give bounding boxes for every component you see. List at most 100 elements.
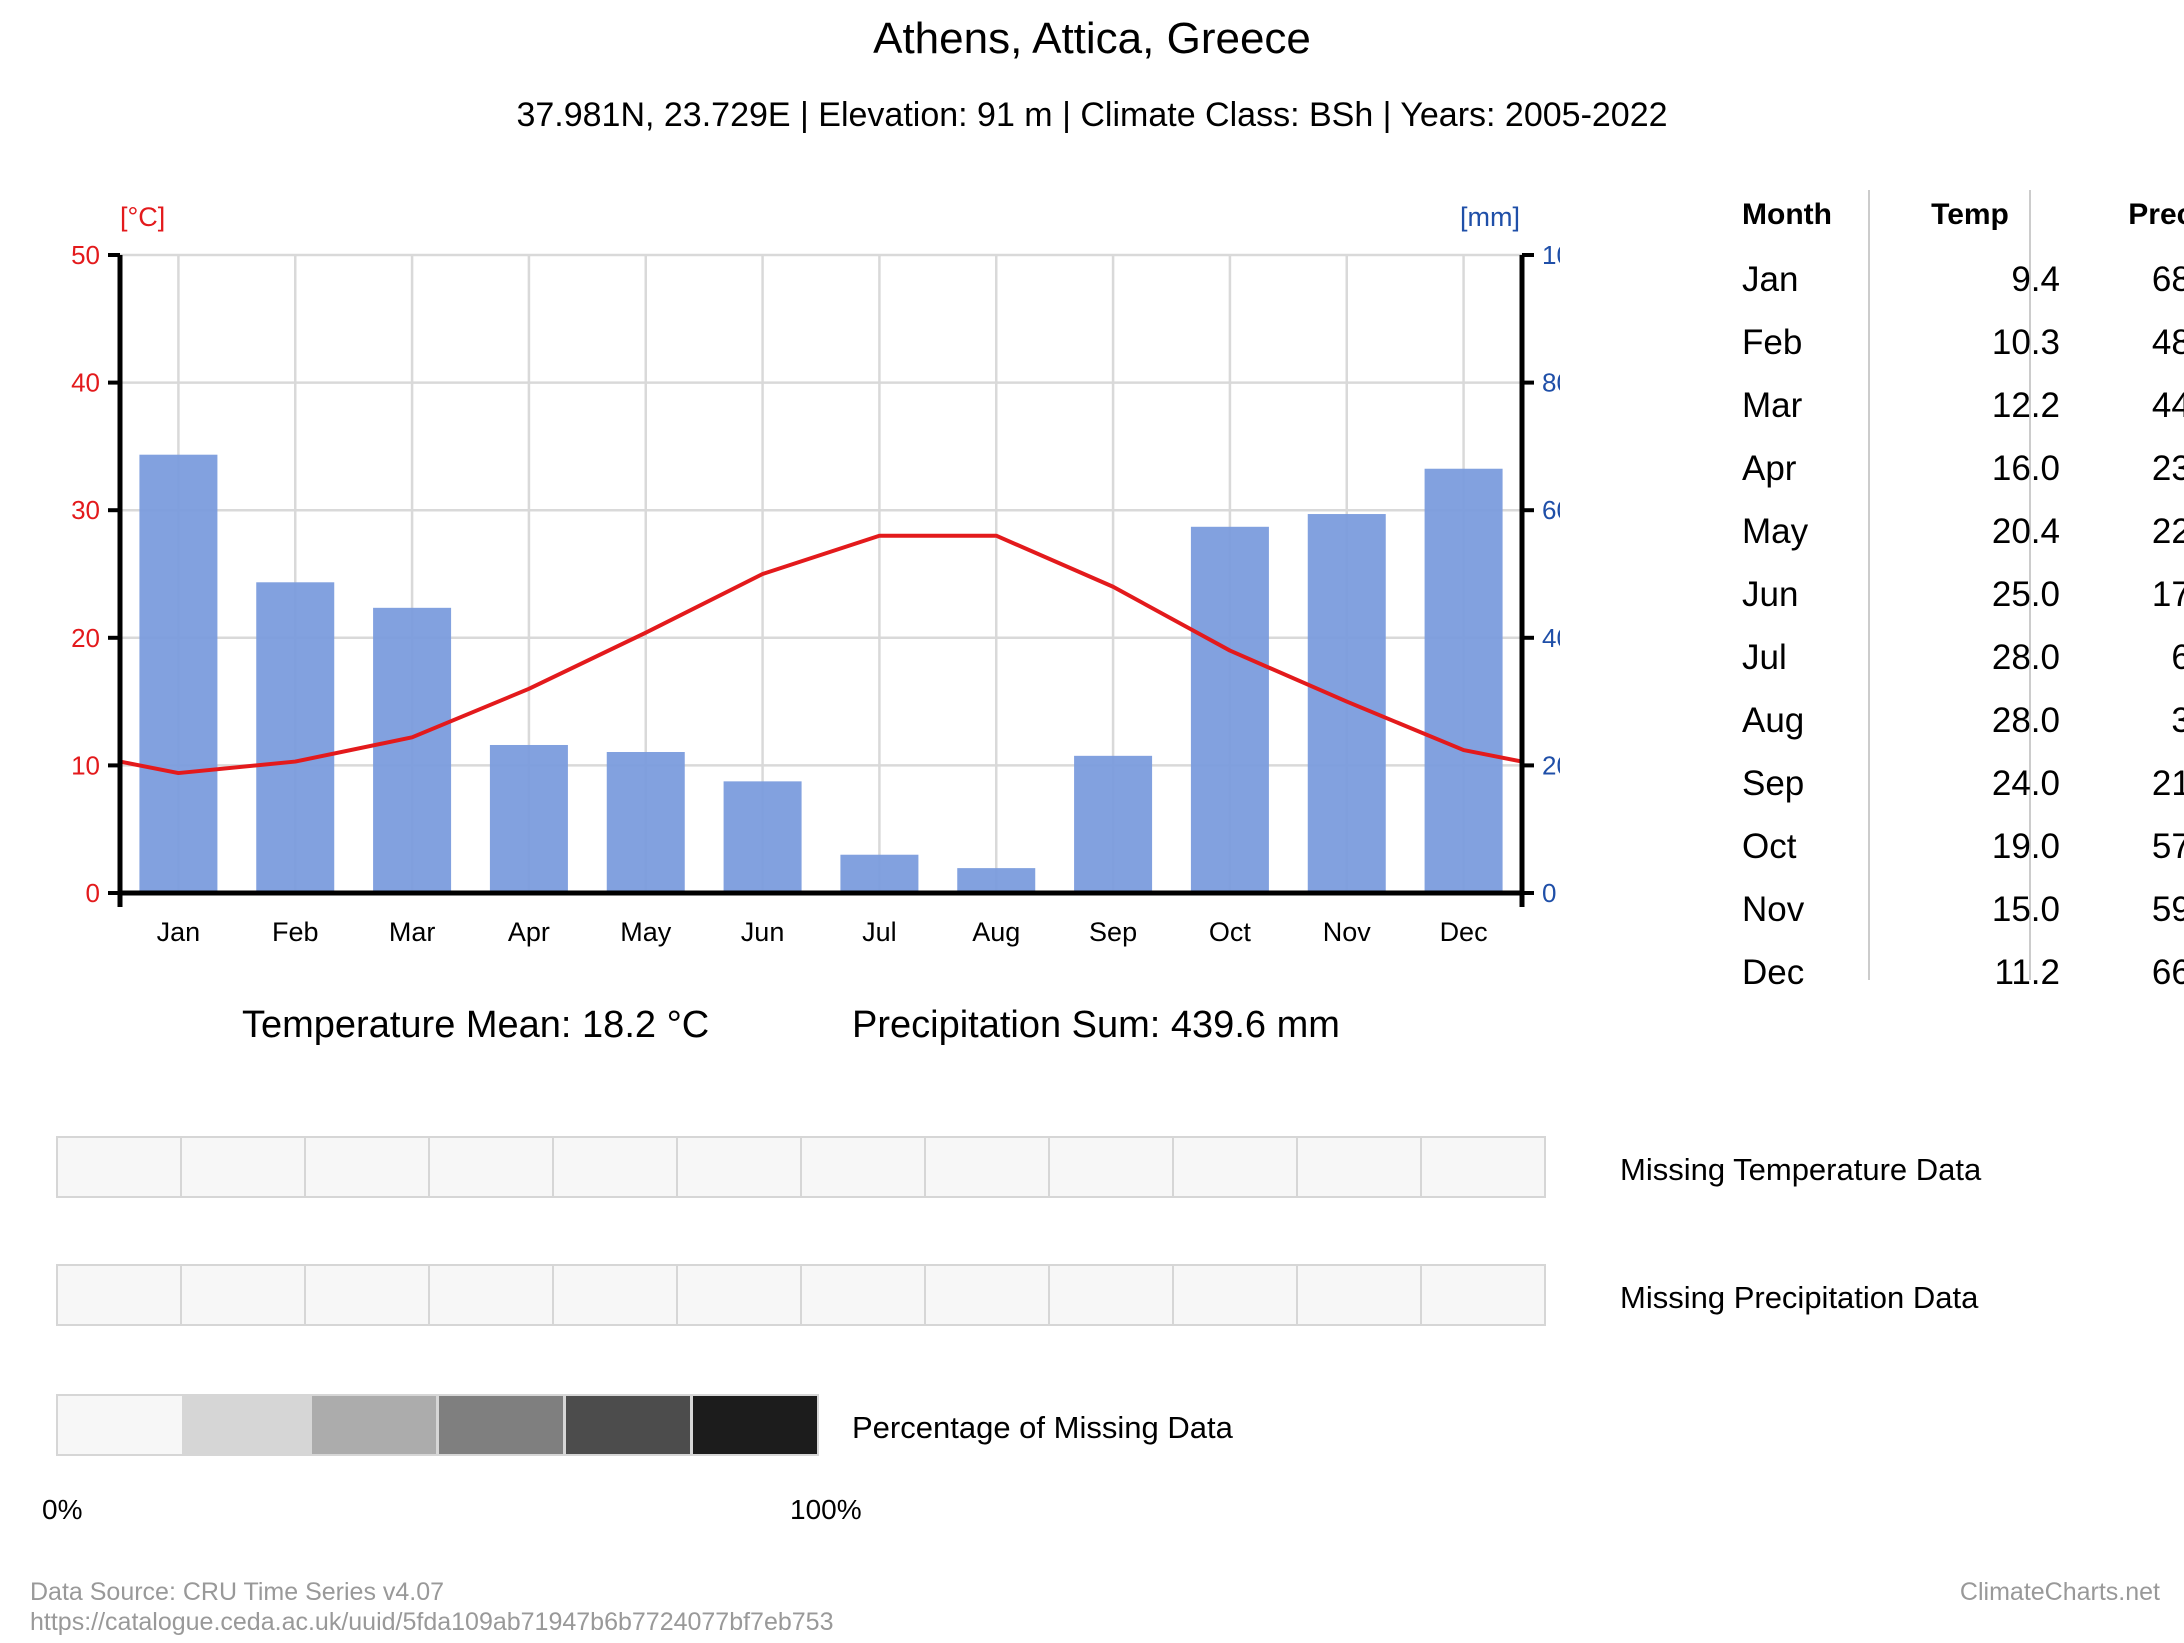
table-temp: 11.2 xyxy=(1994,953,2060,992)
missing-cell xyxy=(1172,1136,1298,1198)
precip-bar-jun xyxy=(723,781,802,893)
precip-bar-mar xyxy=(373,607,452,893)
table-precip: 17.5 xyxy=(2151,575,2184,614)
missing-cell xyxy=(56,1136,182,1198)
chart-title: Athens, Attica, Greece xyxy=(873,14,1311,63)
x-tick-label: Jan xyxy=(157,917,201,947)
table-month: Oct xyxy=(1742,827,1797,866)
table-precip: 21.5 xyxy=(2151,764,2184,803)
table-precip: 23.2 xyxy=(2151,449,2184,488)
x-tick-label: Apr xyxy=(508,917,550,947)
missing-cell xyxy=(180,1264,306,1326)
table-month: Mar xyxy=(1742,386,1803,425)
table-row: Jul 28.0 6.0 xyxy=(1720,626,2184,689)
table-precip: 3.9 xyxy=(2171,701,2184,740)
table-row: Dec 11.2 66.5 xyxy=(1720,941,2184,1004)
brand: ClimateCharts.net xyxy=(1959,1578,2160,1606)
missing-legend-label: Percentage of Missing Data xyxy=(852,1410,1233,1445)
legend-swatch xyxy=(56,1394,184,1456)
axes xyxy=(108,253,1534,907)
table-precip: 66.5 xyxy=(2151,953,2184,992)
left-axis-label: [°C] xyxy=(120,202,165,232)
missing-cell xyxy=(1048,1264,1174,1326)
precipitation-bars xyxy=(139,454,1503,893)
table-precip: 57.4 xyxy=(2151,827,2184,866)
table-divider xyxy=(2029,190,2031,980)
x-tick-label: Sep xyxy=(1089,917,1137,947)
table-temp: 12.2 xyxy=(1991,386,2060,425)
x-tick-label: Feb xyxy=(272,917,319,947)
missing-cell xyxy=(1420,1264,1546,1326)
table-precip: 6.0 xyxy=(2171,638,2184,677)
table-month: Jan xyxy=(1742,260,1799,299)
table-precip: 44.7 xyxy=(2151,386,2184,425)
right-tick-label: 100 xyxy=(1542,240,1560,270)
table-precip: 59.4 xyxy=(2151,890,2184,929)
legend-swatch xyxy=(691,1394,819,1456)
left-tick-label: 20 xyxy=(71,623,100,653)
table-temp: 10.3 xyxy=(1991,323,2060,362)
table-month: Nov xyxy=(1742,890,1805,929)
table-temp: 15.0 xyxy=(1991,890,2060,929)
x-tick-label: Mar xyxy=(389,917,436,947)
left-tick-label: 50 xyxy=(71,240,100,270)
header-precip: Precip xyxy=(2128,198,2184,231)
precip-bar-sep xyxy=(1074,755,1153,893)
table-temp: 24.0 xyxy=(1991,764,2060,803)
left-tick-label: 10 xyxy=(71,750,100,780)
header-month: Month xyxy=(1742,198,1832,231)
precip-bar-oct xyxy=(1190,526,1269,893)
right-axis-label: [mm] xyxy=(1460,202,1520,232)
table-row: Jun 25.0 17.5 xyxy=(1720,563,2184,626)
table-month: Dec xyxy=(1742,953,1805,992)
precip-bar-jul xyxy=(840,854,919,893)
missing-cell xyxy=(1048,1136,1174,1198)
x-tick-label: Aug xyxy=(972,917,1020,947)
table-temp: 19.0 xyxy=(1991,827,2060,866)
table-month: Sep xyxy=(1742,764,1805,803)
table-precip: 68.7 xyxy=(2151,260,2184,299)
table-month: Jul xyxy=(1742,638,1787,677)
x-tick-label: Jul xyxy=(862,917,897,947)
table-temp: 25.0 xyxy=(1991,575,2060,614)
left-tick-label: 40 xyxy=(71,368,100,398)
table-row: Mar 12.2 44.7 xyxy=(1720,374,2184,437)
missing-cell xyxy=(676,1136,802,1198)
missing-temp-label: Missing Temperature Data xyxy=(1620,1152,1982,1187)
header-temp: Temp xyxy=(1931,198,2009,231)
precip-bar-apr xyxy=(489,744,568,893)
table-row: Sep 24.0 21.5 xyxy=(1720,752,2184,815)
legend-max: 100% xyxy=(790,1494,862,1525)
missing-cell xyxy=(428,1264,554,1326)
missing-cell xyxy=(1296,1264,1422,1326)
table-row: Oct 19.0 57.4 xyxy=(1720,815,2184,878)
x-tick-label: Nov xyxy=(1323,917,1372,947)
missing-cell xyxy=(676,1264,802,1326)
missing-precip-strip xyxy=(56,1264,1546,1326)
missing-precip-label: Missing Precipitation Data xyxy=(1620,1280,1979,1315)
right-tick-label: 40 xyxy=(1542,623,1560,653)
missing-cell xyxy=(304,1136,430,1198)
missing-cell xyxy=(304,1264,430,1326)
table-month: Jun xyxy=(1742,575,1799,614)
temperature-line xyxy=(119,533,1523,776)
missing-cell xyxy=(552,1136,678,1198)
x-tick-label: May xyxy=(620,917,672,947)
legend-min: 0% xyxy=(42,1494,83,1525)
table-divider xyxy=(1868,190,1870,980)
table-precip: 22.1 xyxy=(2151,512,2184,551)
table-row: Feb 10.3 48.7 xyxy=(1720,311,2184,374)
table-row: Apr 16.0 23.2 xyxy=(1720,437,2184,500)
axis-labels: 0 10 20 30 40 50 0 20 40 60 80 100 Jan Feb Mar Apr May Ju… xyxy=(71,202,1560,947)
right-tick-label: 80 xyxy=(1542,368,1560,398)
monthly-table: Month Temp Precip Jan 9.4 68.7 Feb 10.3 48.7 M… xyxy=(1720,190,2184,1004)
data-source: Data Source: CRU Time Series v4.07 xyxy=(30,1578,445,1606)
table-temp: 16.0 xyxy=(1991,449,2060,488)
precipitation-sum: Precipitation Sum: 439.6 mm xyxy=(852,1004,1340,1046)
chart-subtitle: 37.981N, 23.729E | Elevation: 91 m | Cli… xyxy=(516,96,1668,134)
missing-temp-strip xyxy=(56,1136,1546,1198)
precip-bar-feb xyxy=(256,582,335,893)
table-row: Aug 28.0 3.9 xyxy=(1720,689,2184,752)
left-tick-label: 0 xyxy=(86,878,100,908)
left-tick-label: 30 xyxy=(71,495,100,525)
